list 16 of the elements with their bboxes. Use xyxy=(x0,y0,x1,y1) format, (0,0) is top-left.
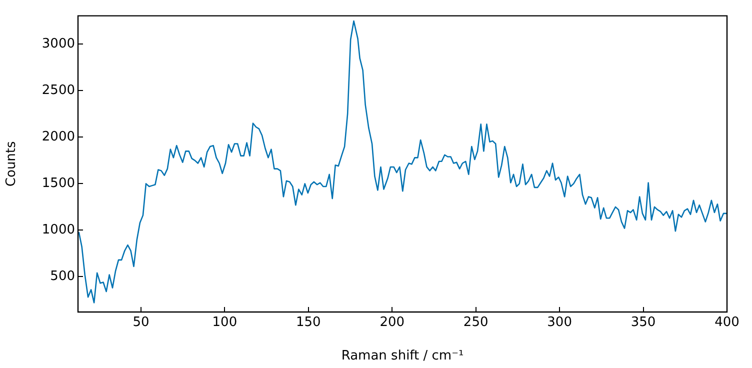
x-tick-label: 200 xyxy=(380,315,405,330)
x-tick-label: 100 xyxy=(212,315,238,330)
y-tick-label: 2000 xyxy=(42,130,75,145)
y-tick-label: 3000 xyxy=(42,36,75,52)
x-tick-label: 400 xyxy=(714,315,740,330)
y-tick-label: 500 xyxy=(50,269,75,284)
x-tick-label: 150 xyxy=(296,315,321,330)
y-tick-label: 1000 xyxy=(42,222,75,238)
x-tick-label: 350 xyxy=(630,315,656,330)
x-axis-title: Raman shift / cm⁻¹ xyxy=(341,348,464,364)
x-tick-label: 50 xyxy=(132,315,150,330)
y-tick-label: 2500 xyxy=(42,83,75,98)
y-axis-title: Counts xyxy=(4,140,20,187)
x-tick-label: 250 xyxy=(463,315,488,330)
x-tick-label: 300 xyxy=(547,315,572,330)
y-tick-label: 1500 xyxy=(42,176,75,192)
